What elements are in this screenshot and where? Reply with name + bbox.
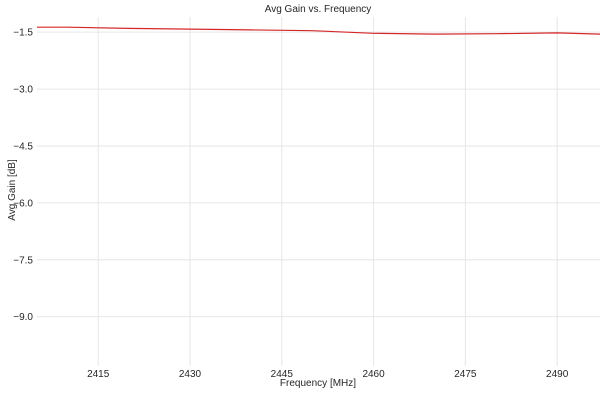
y-tick-label: −7.5 bbox=[13, 255, 33, 266]
x-tick-label: 2430 bbox=[179, 369, 202, 380]
y-grid-lines bbox=[37, 31, 600, 318]
y-tick-label: −6.0 bbox=[13, 198, 33, 209]
y-tick-label: −3.0 bbox=[13, 85, 33, 96]
series-line bbox=[37, 26, 600, 35]
y-axis-label: Avg Gain [dB] bbox=[7, 159, 18, 221]
y-tick-label: −1.5 bbox=[13, 28, 33, 39]
chart-title: Avg Gain vs. Frequency bbox=[265, 4, 372, 15]
x-tick-label: 2475 bbox=[454, 369, 477, 380]
x-tick-label: 2415 bbox=[87, 369, 110, 380]
y-tick-labels: −1.5 −3.0 −4.5 −6.0 −7.5 −9.0 bbox=[13, 28, 33, 324]
x-tick-label: 2460 bbox=[362, 369, 385, 380]
x-grid-lines bbox=[97, 17, 558, 366]
series-layer bbox=[37, 26, 600, 35]
x-tick-label: 2445 bbox=[271, 369, 294, 380]
x-tick-label: 2490 bbox=[546, 369, 569, 380]
x-axis-label: Frequency [MHz] bbox=[280, 378, 356, 389]
y-tick-label: −4.5 bbox=[13, 141, 33, 152]
y-tick-label: −9.0 bbox=[13, 312, 33, 323]
x-tick-labels: 2415 2430 2445 2460 2475 2490 bbox=[87, 369, 569, 380]
